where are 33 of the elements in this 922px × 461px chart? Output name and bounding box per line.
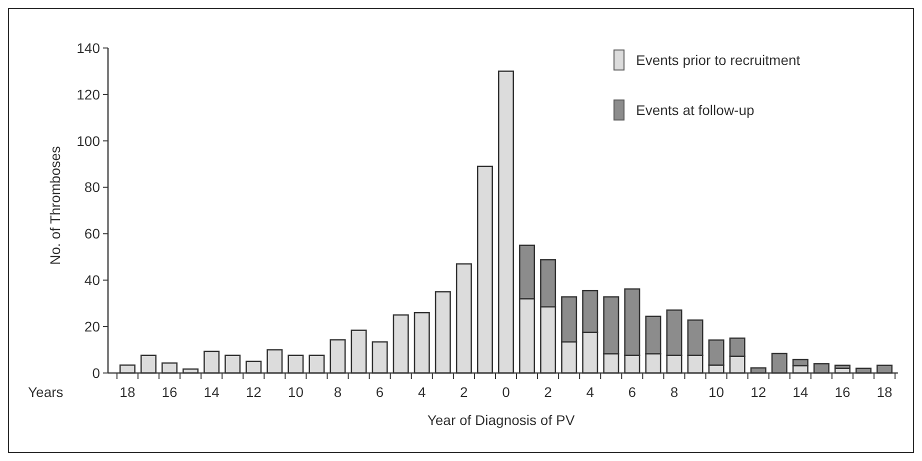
y-axis-title: No. of Thromboses: [47, 146, 63, 265]
y-tick-label: 80: [84, 179, 100, 196]
x-axis-title: Year of Diagnosis of PV: [427, 412, 576, 428]
y-tick-label: 120: [76, 86, 100, 102]
x-tick-label: 8: [334, 384, 342, 400]
bar: [834, 364, 850, 370]
x-tick-label: 0: [502, 384, 510, 400]
x-tick-label: 4: [418, 384, 426, 400]
x-tick-label: 10: [708, 384, 724, 400]
x-tick-label: 12: [246, 384, 262, 400]
x-tick-label: 8: [670, 384, 678, 400]
y-tick-label: 20: [84, 318, 100, 334]
x-tick-label: 2: [544, 384, 552, 400]
x-tick-label: 16: [162, 384, 178, 400]
y-tick-label: 0: [92, 364, 100, 381]
x-tick-label: 6: [628, 384, 636, 400]
x-tick-label: 16: [834, 384, 850, 400]
x-tick-label: 12: [750, 384, 766, 400]
x-tick-label: 6: [376, 384, 384, 400]
x-tick-label: 4: [586, 384, 594, 400]
x-tick-label: 14: [204, 384, 220, 400]
y-tick-label: 140: [76, 40, 100, 56]
y-tick-label: 40: [84, 272, 100, 288]
legend-label: Events at follow-up: [636, 102, 754, 118]
text: Years: [28, 384, 64, 400]
y-tick-label: 100: [76, 132, 100, 149]
y-tick-label: 60: [84, 226, 100, 242]
x-tick-label: 2: [460, 384, 468, 400]
legend-label: Events prior to recruitment: [636, 52, 800, 68]
x-tick-label: 14: [792, 384, 808, 400]
x-tick-label: 10: [288, 384, 304, 400]
x-tick-label: 18: [876, 384, 893, 400]
x-tick-label: 18: [120, 384, 136, 400]
